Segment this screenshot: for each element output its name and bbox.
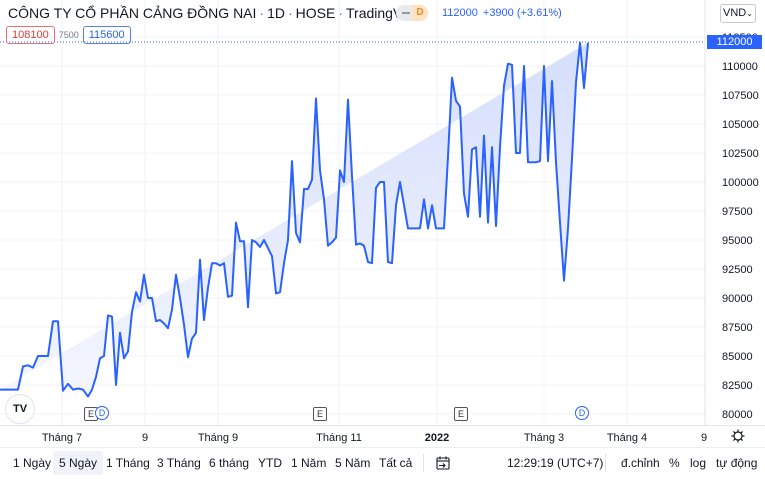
price-tick-label: 90000 — [722, 293, 753, 305]
spread-value: 7500 — [58, 30, 79, 40]
price-tick-label: 85000 — [722, 351, 753, 363]
symbol-title: CÔNG TY CỔ PHẦN CẢNG ĐỒNG NAI · 1D · HOSE · Tr… — [8, 5, 424, 21]
chart-grid — [0, 0, 705, 425]
time-tick-label: Tháng 11 — [316, 432, 362, 444]
market-status-badge[interactable]: D — [396, 5, 428, 21]
currency-label: VND — [723, 7, 747, 19]
price-change: +3900 (+3.61%) — [482, 7, 562, 19]
price-tick-label: 95000 — [722, 235, 753, 247]
bottom-toolbar: 1 Ngày 5 Ngày 1 Tháng 3 Tháng 6 tháng YT… — [0, 447, 765, 479]
time-tick-label: Tháng 4 — [606, 432, 648, 444]
timezone-clock[interactable]: 12:29:19 (UTC+7) — [507, 456, 604, 470]
earnings-event-marker[interactable]: E — [313, 407, 327, 421]
range-6-months[interactable]: 6 tháng — [209, 456, 250, 470]
time-tick-label: Tháng 7 — [41, 432, 83, 444]
price-tick-label: 97500 — [722, 206, 753, 218]
time-tick-label: Tháng 3 — [523, 432, 565, 444]
time-tick-label: Tháng 9 — [197, 432, 239, 444]
currency-select[interactable]: VND⌄ — [720, 4, 756, 23]
range-3-months[interactable]: 3 Tháng — [157, 456, 201, 470]
price-tick-label: 87500 — [722, 322, 753, 334]
range-5-years[interactable]: 5 Năm — [335, 456, 371, 470]
company-name: CÔNG TY CỔ PHẦN CẢNG ĐỒNG NAI — [8, 5, 257, 21]
high-value-box: 115600 — [82, 26, 131, 44]
settings-gear-icon[interactable] — [731, 429, 745, 443]
last-price-label: 112000 — [707, 35, 762, 49]
price-tick-label: 105000 — [722, 119, 759, 131]
price-chart[interactable]: 1125001100001075001050001025001000009750… — [0, 0, 765, 425]
interval[interactable]: 1D — [267, 5, 285, 21]
chart-header: CÔNG TY CỔ PHẦN CẢNG ĐỒNG NAI · 1D · HOSE · Tr… — [0, 0, 700, 50]
range-1-year[interactable]: 1 Năm — [291, 456, 327, 470]
price-tick-label: 107500 — [722, 90, 759, 102]
price-axis[interactable]: 1125001100001075001050001025001000009750… — [722, 32, 759, 421]
time-tick-label: 9 — [141, 432, 149, 444]
calendar-goto-date-icon[interactable] — [436, 456, 451, 470]
low-value-box: 108100 — [6, 26, 55, 44]
range-all[interactable]: Tất cả — [379, 456, 413, 470]
adjust-toggle[interactable]: đ.chỉnh — [621, 456, 660, 470]
time-tick-label: 9 — [700, 432, 708, 444]
time-tick-label: 2022 — [424, 432, 450, 444]
price-tick-label: 110000 — [722, 61, 758, 73]
tradingview-logo[interactable]: TV — [5, 394, 35, 424]
price-tick-label: 102500 — [722, 148, 759, 160]
divider — [605, 454, 606, 472]
dividend-event-marker[interactable]: D — [95, 406, 109, 420]
price-tick-label: 100000 — [722, 177, 759, 189]
price-area-fill — [0, 42, 588, 397]
auto-scale-toggle[interactable]: tự động — [716, 456, 758, 470]
range-1-month[interactable]: 1 Tháng — [106, 456, 150, 470]
percent-scale-toggle[interactable]: % — [669, 456, 680, 470]
range-5-days[interactable]: 5 Ngày — [53, 451, 104, 475]
divider — [423, 454, 424, 472]
price-tick-label: 80000 — [722, 409, 753, 421]
earnings-event-marker[interactable]: E — [454, 407, 468, 421]
time-axis[interactable]: Tháng 7 9 Tháng 9 Tháng 11 2022 Tháng 3 Tháng … — [0, 425, 765, 448]
price-tick-label: 92500 — [722, 264, 753, 276]
minus-icon — [402, 12, 410, 14]
exchange: HOSE — [295, 5, 336, 21]
ohlc-legend: 108100 7500 115600 — [6, 26, 131, 44]
price-line — [0, 41, 589, 398]
range-ytd[interactable]: YTD — [258, 456, 282, 470]
range-1-day[interactable]: 1 Ngày — [13, 456, 52, 470]
log-scale-toggle[interactable]: log — [690, 456, 707, 470]
delayed-badge: D — [412, 5, 428, 21]
dividend-event-marker[interactable]: D — [575, 406, 589, 420]
chevron-down-icon: ⌄ — [746, 9, 753, 18]
price-summary: 112000 +3900 (+3.61%) — [442, 7, 567, 19]
price-tick-label: 82500 — [722, 380, 753, 392]
last-price: 112000 — [442, 7, 478, 19]
